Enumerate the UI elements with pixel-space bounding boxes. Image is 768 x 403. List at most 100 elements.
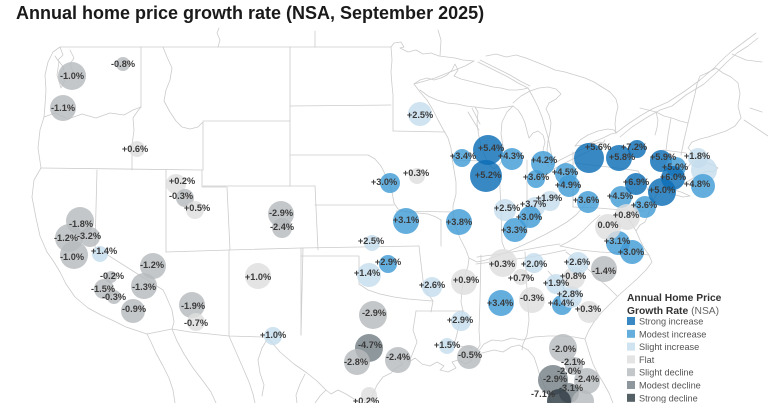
svg-text:-3.1%: -3.1% [559,383,583,393]
svg-text:+5.8%: +5.8% [609,152,635,162]
svg-text:+2.5%: +2.5% [407,110,433,120]
svg-text:-2.4%: -2.4% [575,374,599,384]
svg-text:+3.0%: +3.0% [371,177,397,187]
svg-text:+5.0%: +5.0% [649,185,675,195]
svg-text:+2.9%: +2.9% [447,315,473,325]
svg-text:-1.2%: -1.2% [54,233,78,243]
svg-text:+4.4%: +4.4% [548,298,574,308]
svg-text:+3.6%: +3.6% [523,172,549,182]
svg-text:Growth Rate (NSA): Growth Rate (NSA) [627,306,719,317]
svg-text:+0.3%: +0.3% [403,168,429,178]
svg-text:+0.6%: +0.6% [122,144,148,154]
svg-text:-0.3%: -0.3% [520,293,544,303]
svg-text:+0.5%: +0.5% [184,203,210,213]
svg-text:+3.8%: +3.8% [446,217,472,227]
svg-text:+4.9%: +4.9% [555,180,581,190]
svg-text:+1.4%: +1.4% [354,268,380,278]
svg-text:-2.1%: -2.1% [561,357,585,367]
svg-text:+3.0%: +3.0% [516,212,542,222]
svg-text:+0.8%: +0.8% [613,210,639,220]
svg-text:Annual Home Price: Annual Home Price [627,293,722,304]
svg-text:+7.2%: +7.2% [621,142,647,152]
svg-text:+3.0%: +3.0% [618,247,644,257]
svg-text:Flat: Flat [639,355,655,365]
svg-text:+3.1%: +3.1% [393,215,419,225]
svg-text:+2.6%: +2.6% [564,257,590,267]
svg-text:+2.0%: +2.0% [521,259,547,269]
svg-text:+4.5%: +4.5% [552,167,578,177]
svg-text:-0.5%: -0.5% [458,350,482,360]
svg-text:-1.4%: -1.4% [592,266,616,276]
svg-text:Strong decline: Strong decline [639,393,698,403]
svg-text:+0.2%: +0.2% [353,396,379,403]
svg-text:+3.7%: +3.7% [520,199,546,209]
svg-text:+1.9%: +1.9% [543,278,569,288]
svg-text:+5.4%: +5.4% [478,143,504,153]
svg-text:-1.0%: -1.0% [60,71,84,81]
svg-text:-0.8%: -0.8% [111,59,135,69]
svg-text:+0.7%: +0.7% [508,273,534,283]
svg-text:0.0%: 0.0% [598,220,619,230]
svg-text:-0.3%: -0.3% [169,191,193,201]
svg-text:+3.3%: +3.3% [501,225,527,235]
svg-text:+2.5%: +2.5% [494,203,520,213]
svg-text:+2.8%: +2.8% [557,289,583,299]
svg-text:-1.0%: -1.0% [60,252,84,262]
svg-text:+1.0%: +1.0% [245,272,271,282]
svg-text:+0.2%: +0.2% [169,176,195,186]
svg-text:+1.5%: +1.5% [434,340,460,350]
svg-text:-1.9%: -1.9% [181,301,205,311]
svg-text:-2.8%: -2.8% [344,357,368,367]
svg-text:+1.9%: +1.9% [536,193,562,203]
svg-text:-4.7%: -4.7% [358,340,382,350]
svg-text:+3.6%: +3.6% [631,200,657,210]
svg-text:+3.4%: +3.4% [487,298,513,308]
svg-text:-1.5%: -1.5% [91,284,115,294]
svg-text:+4.2%: +4.2% [531,155,557,165]
svg-text:-2.4%: -2.4% [386,352,410,362]
svg-text:+6.9%: +6.9% [623,177,649,187]
svg-text:+5.6%: +5.6% [585,142,611,152]
svg-text:Slight increase: Slight increase [639,342,699,352]
svg-text:+2.9%: +2.9% [375,257,401,267]
svg-text:-1.1%: -1.1% [51,103,75,113]
svg-text:+0.3%: +0.3% [489,259,515,269]
svg-text:-2.9%: -2.9% [269,208,293,218]
svg-text:+3.1%: +3.1% [604,236,630,246]
svg-text:-0.7%: -0.7% [184,318,208,328]
svg-text:+0.3%: +0.3% [575,304,601,314]
svg-text:+3.6%: +3.6% [573,195,599,205]
svg-text:Modest decline: Modest decline [639,381,701,391]
svg-text:+6.0%: +6.0% [660,172,686,182]
svg-text:+5.9%: +5.9% [650,152,676,162]
svg-text:+2.6%: +2.6% [419,280,445,290]
svg-text:+4.8%: +4.8% [684,179,710,189]
svg-text:Strong increase: Strong increase [639,317,703,327]
svg-text:-0.2%: -0.2% [100,271,124,281]
svg-text:+5.2%: +5.2% [475,170,501,180]
svg-text:-0.9%: -0.9% [122,304,146,314]
svg-text:-3.2%: -3.2% [77,231,101,241]
svg-text:-1.3%: -1.3% [132,282,156,292]
svg-text:+5.0%: +5.0% [662,162,688,172]
svg-text:+0.8%: +0.8% [560,271,586,281]
svg-text:+4.5%: +4.5% [607,191,633,201]
svg-text:-2.0%: -2.0% [552,344,576,354]
svg-text:+2.5%: +2.5% [358,236,384,246]
svg-text:+1.8%: +1.8% [684,151,710,161]
svg-text:-7.1%: -7.1% [531,389,555,399]
svg-text:+3.4%: +3.4% [450,151,476,161]
svg-text:+1.4%: +1.4% [91,246,117,256]
svg-text:-0.3%: -0.3% [102,292,126,302]
svg-text:+4.3%: +4.3% [498,151,524,161]
svg-text:Slight decline: Slight decline [639,368,694,378]
svg-text:-1.2%: -1.2% [140,260,164,270]
svg-text:-2.9%: -2.9% [543,374,567,384]
svg-text:-2.4%: -2.4% [270,222,294,232]
svg-text:+0.9%: +0.9% [453,275,479,285]
svg-text:-2.9%: -2.9% [362,308,386,318]
svg-text:Modest increase: Modest increase [639,329,706,339]
svg-text:-2.0%: -2.0% [557,366,581,376]
svg-text:-1.8%: -1.8% [69,219,93,229]
svg-text:+1.0%: +1.0% [260,330,286,340]
